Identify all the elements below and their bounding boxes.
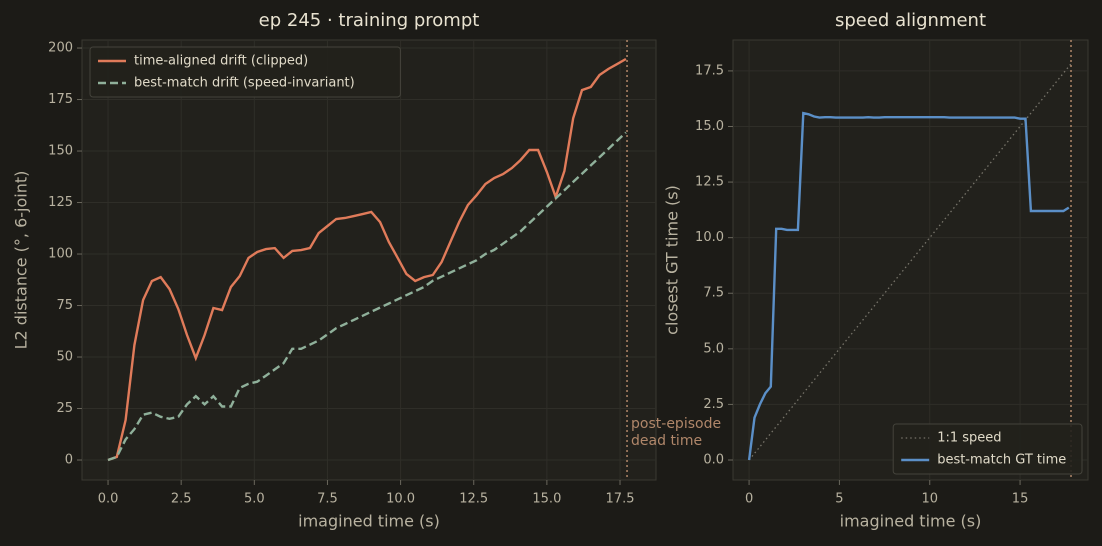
y-tick-label: 50 [56,350,73,365]
y-tick-label: 25 [56,401,73,416]
y-tick-label: 0.0 [703,452,724,467]
legend-label: best-match drift (speed-invariant) [134,76,355,91]
x-tick-label: 5.0 [244,492,265,507]
y-tick-label: 5.0 [703,341,724,356]
legend: time-aligned drift (clipped) best-match d… [89,46,401,98]
chart-title: speed alignment [835,10,986,31]
y-tick-label: 175 [48,92,73,107]
series-line [747,111,1070,461]
y-tick-label: 150 [48,144,73,159]
y-axis-label: L2 distance (°, 6-joint) [12,171,31,350]
y-tick-label: 15.0 [695,119,724,134]
y-tick-label: 100 [48,247,73,262]
legend-box [892,423,1083,475]
y-axis-label: closest GT time (s) [663,185,682,335]
x-tick-label: 10.0 [386,492,415,507]
y-tick-label: 0 [65,453,73,468]
y-tick-label: 200 [48,41,73,56]
x-tick-label: 0 [745,492,753,507]
x-tick-label: 12.5 [459,492,488,507]
x-tick-label: 15.0 [532,492,561,507]
series-line [107,131,627,462]
legend: 1:1 speed best-match GT time [892,423,1083,475]
annotation: post-episode [631,416,721,432]
x-tick-label: 17.5 [606,492,635,507]
x-tick-label: 0.0 [98,492,119,507]
legend-box [89,46,401,98]
x-axis-label: imagined time (s) [298,512,440,531]
y-tick-label: 7.5 [703,286,724,301]
y-tick-label: 17.5 [695,63,724,78]
x-tick-label: 2.5 [171,492,192,507]
y-tick-label: 2.5 [703,397,724,412]
y-tick-label: 12.5 [695,175,724,190]
series-line [107,57,627,462]
legend-label: time-aligned drift (clipped) [134,54,308,69]
y-tick-label: 10.0 [695,230,724,245]
plot-area [81,39,657,481]
legend-label: 1:1 speed [937,431,1001,446]
x-tick-label: 10 [921,492,938,507]
annotation: dead time [631,433,702,449]
chart-title: ep 245 · training prompt [259,10,480,31]
x-tick-label: 7.5 [317,492,338,507]
x-axis-label: imagined time (s) [840,512,982,531]
legend-label: best-match GT time [937,453,1066,468]
x-tick-label: 15 [1012,492,1029,507]
y-tick-label: 125 [48,195,73,210]
x-tick-label: 5 [835,492,843,507]
y-tick-label: 75 [56,298,73,313]
